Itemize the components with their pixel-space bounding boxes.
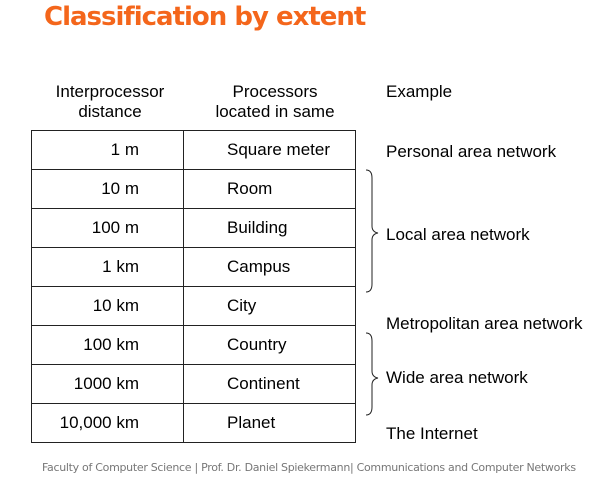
distance-cell: 10 km [31, 286, 184, 326]
distance-cell: 1 m [31, 130, 184, 170]
located-cell: Country [183, 325, 356, 365]
table-row: 1000 km Continent [31, 364, 356, 404]
wan-brace-icon [365, 332, 379, 416]
example-man: Metropolitan area network [386, 314, 583, 333]
example-lan: Local area network [386, 225, 530, 244]
lan-brace-icon [365, 169, 379, 293]
located-cell: Square meter [183, 130, 356, 170]
table-row: 100 km Country [31, 325, 356, 365]
distance-cell: 1000 km [31, 364, 184, 404]
distance-cell: 10,000 km [31, 403, 184, 443]
distance-cell: 100 m [31, 208, 184, 248]
example-wan: Wide area network [386, 368, 528, 387]
footer: Faculty of Computer Science | Prof. Dr. … [42, 461, 576, 474]
header-line: Interprocessor [55, 82, 165, 101]
example-pan: Personal area network [386, 142, 557, 161]
header-located: Processors located in same [200, 82, 350, 122]
distance-cell: 10 m [31, 169, 184, 209]
distance-cell: 1 km [31, 247, 184, 287]
table-row: 10 km City [31, 286, 356, 326]
located-cell: Planet [183, 403, 356, 443]
header-line: distance [78, 102, 142, 121]
located-cell: Campus [183, 247, 356, 287]
located-cell: Continent [183, 364, 356, 404]
located-cell: Building [183, 208, 356, 248]
header-line: located in same [215, 102, 335, 121]
slide-title: Classification by extent [44, 2, 366, 32]
example-internet: The Internet [386, 424, 478, 443]
table-row: 10 m Room [31, 169, 356, 209]
table-row: 1 km Campus [31, 247, 356, 287]
distance-cell: 100 km [31, 325, 184, 365]
header-distance: Interprocessor distance [40, 82, 180, 122]
table-row: 100 m Building [31, 208, 356, 248]
header-line: Processors [232, 82, 318, 101]
header-example: Example [386, 82, 453, 101]
extent-table: 1 m Square meter 10 m Room 100 m Building 1 km… [31, 130, 356, 443]
located-cell: City [183, 286, 356, 326]
table-row: 10,000 km Planet [31, 403, 356, 443]
table-row: 1 m Square meter [31, 130, 356, 170]
located-cell: Room [183, 169, 356, 209]
